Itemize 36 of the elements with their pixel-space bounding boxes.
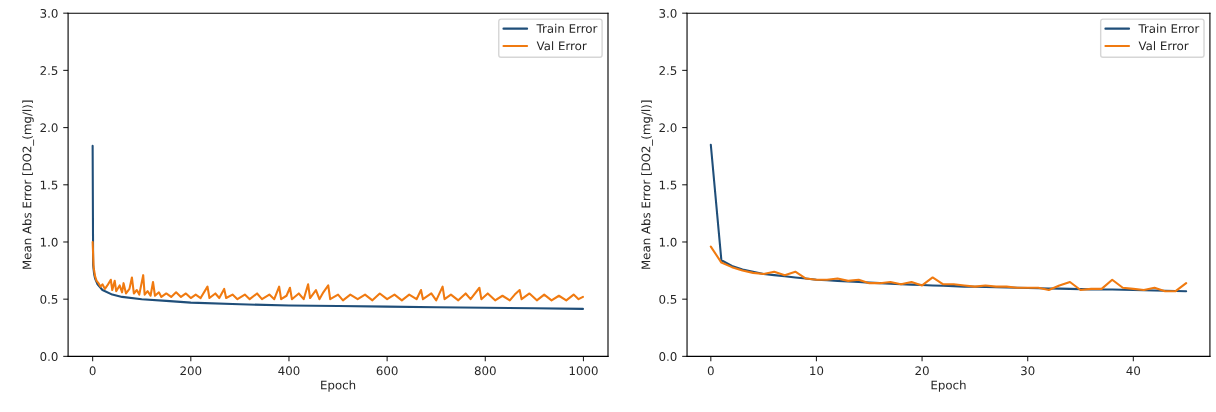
legend-label: Val Error: [1138, 41, 1189, 51]
y-tick-label: 2.0: [659, 123, 677, 133]
x-tick-label: 40: [1126, 366, 1141, 376]
x-tick-label: 600: [376, 366, 398, 376]
y-tick-label: 0.5: [659, 294, 677, 304]
y-tick-label: 0.0: [40, 352, 58, 362]
legend-label: Train Error: [1138, 23, 1200, 33]
y-tick-label: 1.5: [659, 180, 677, 190]
y-tick-label: 2.5: [659, 66, 677, 76]
x-tick-label: 0: [89, 366, 96, 376]
x-tick-label: 30: [1021, 366, 1035, 376]
y-tick-label: 0.5: [40, 294, 58, 304]
x-tick-label: 800: [474, 366, 496, 376]
legend-label: Val Error: [536, 41, 587, 51]
x-tick-label: 400: [278, 366, 300, 376]
line-series: [91, 240, 585, 302]
line-series: [709, 245, 1188, 293]
x-tick-label: 0: [707, 366, 714, 376]
line-series: [91, 144, 585, 310]
y-tick-label: 2.0: [40, 123, 58, 133]
x-axis-title: Epoch: [931, 380, 966, 392]
x-tick-label: 20: [915, 366, 929, 376]
y-tick-label: 1.5: [40, 180, 58, 190]
y-tick-label: 1.0: [40, 237, 58, 247]
y-tick-label: 3.0: [40, 8, 58, 18]
y-tick-label: 3.0: [659, 8, 677, 18]
x-tick-label: 200: [180, 366, 202, 376]
x-axis-title: Epoch: [321, 380, 356, 392]
x-tick-label: 1000: [569, 366, 598, 376]
legend-label: Train Error: [536, 23, 598, 33]
x-tick-label: 10: [810, 366, 824, 376]
y-tick-label: 0.0: [659, 352, 677, 362]
y-tick-label: 1.0: [659, 237, 677, 247]
y-tick-label: 2.5: [40, 66, 58, 76]
y-axis-title: Mean Abs Error [DO2_(mg/l)]: [22, 100, 35, 269]
y-axis-title: Mean Abs Error [DO2_(mg/l)]: [641, 100, 653, 269]
